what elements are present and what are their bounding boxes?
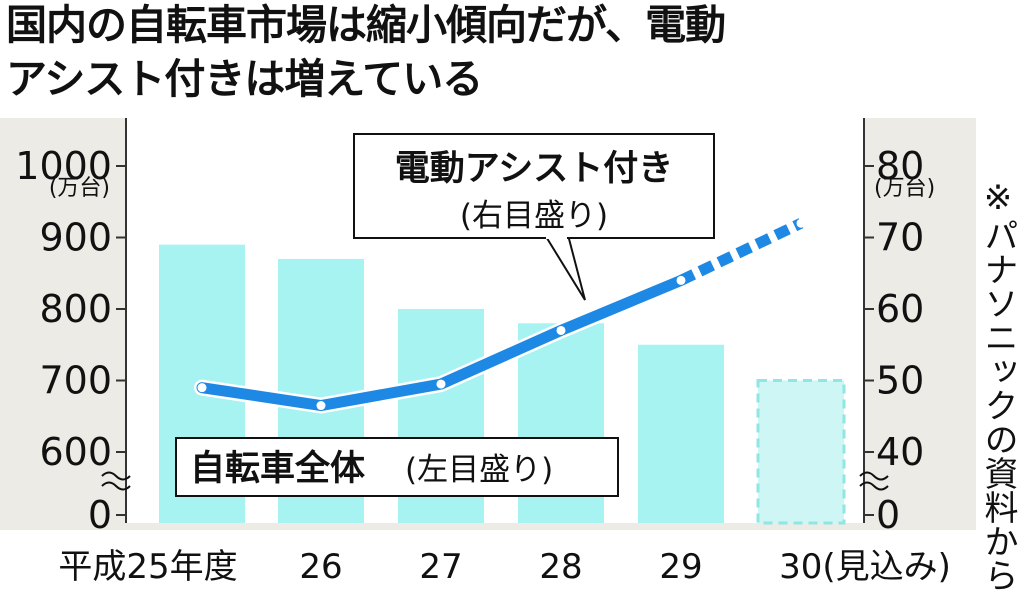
x-tick-label: 30(見込み) bbox=[779, 547, 951, 587]
source-note: ※パナソニックの資料から bbox=[978, 178, 1018, 592]
x-tick-label: 28 bbox=[539, 547, 582, 587]
bar-callout-box bbox=[175, 437, 619, 497]
x-tick-label: 27 bbox=[419, 547, 462, 587]
bar-5 bbox=[638, 344, 724, 523]
left-tick-label: 900 bbox=[39, 216, 112, 260]
title-line-2: アシスト付きは増えている bbox=[6, 55, 483, 103]
left-tick-label: 700 bbox=[39, 359, 112, 403]
line-point-4 bbox=[556, 325, 566, 335]
left-axis-break bbox=[101, 471, 131, 491]
right-tick-label: 50 bbox=[876, 359, 924, 403]
line-series-axis-label: (右目盛り) bbox=[460, 198, 608, 234]
x-tick-label: 26 bbox=[299, 547, 342, 587]
line-callout-pointer bbox=[544, 234, 586, 301]
bar-6 bbox=[756, 379, 846, 525]
right-axis-break bbox=[859, 471, 889, 491]
left-tick-label: 0 bbox=[88, 493, 112, 537]
title-line-1: 国内の自転車市場は縮小傾向だが、電動 bbox=[6, 1, 726, 49]
right-axis-unit: (万台) bbox=[874, 176, 935, 201]
right-tick-label: 40 bbox=[876, 430, 924, 474]
line-series-projected bbox=[678, 218, 804, 286]
bar-series-name: 自転車全体 bbox=[190, 448, 365, 489]
left-axis-unit: (万台) bbox=[49, 176, 110, 201]
right-tick-label: 80 bbox=[876, 144, 924, 188]
right-tick-label: 0 bbox=[876, 493, 900, 537]
x-tick-label: 29 bbox=[659, 547, 702, 587]
left-tick-label: 800 bbox=[39, 287, 112, 331]
line-series-name: 電動アシスト付き bbox=[395, 149, 674, 189]
line-point-6 bbox=[796, 218, 806, 228]
right-tick-label: 60 bbox=[876, 287, 924, 331]
left-tick-label: 600 bbox=[39, 430, 112, 474]
line-point-5 bbox=[676, 275, 686, 285]
line-callout-box bbox=[353, 133, 715, 239]
line-point-1 bbox=[197, 383, 207, 393]
bar-series-axis-label: (左目盛り) bbox=[405, 452, 553, 488]
x-tick-label: 平成25年度 bbox=[58, 547, 237, 587]
line-point-3 bbox=[436, 379, 446, 389]
line-point-2 bbox=[316, 401, 326, 411]
left-tick-label: 1000 bbox=[15, 144, 112, 188]
right-tick-label: 70 bbox=[876, 216, 924, 260]
